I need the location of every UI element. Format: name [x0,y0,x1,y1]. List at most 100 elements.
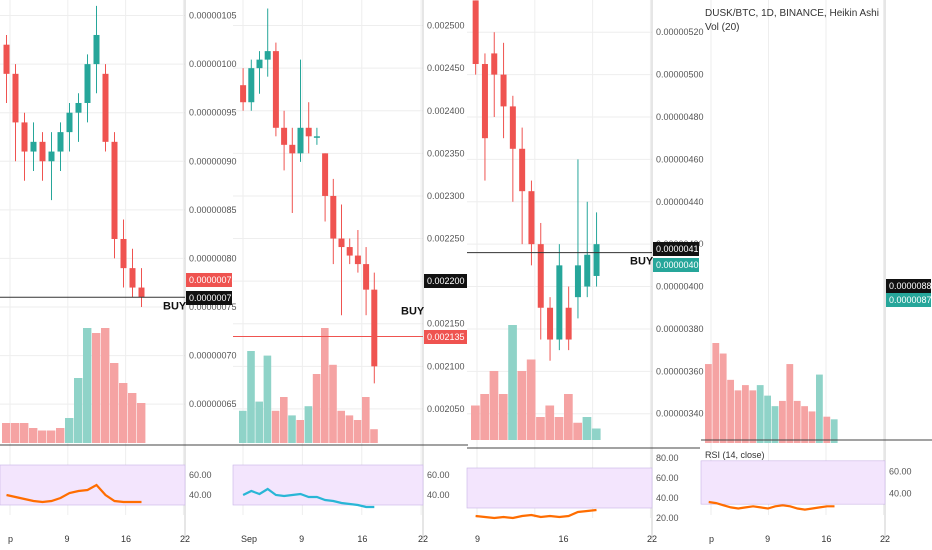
volume-bar [756,385,764,443]
candle-body [240,85,247,103]
buy-price-tag: 0.00000875 [889,295,932,305]
y-tick-label: 0.002300 [427,191,465,201]
candle-body [500,74,507,107]
rsi-line [475,508,597,520]
y-tick-label: 0.00000075 [189,302,237,312]
volume-bar [20,423,29,443]
rsi-band [0,464,186,506]
x-tick-label: 9 [765,534,770,544]
volume-bar [370,429,378,443]
buy-price-tag-bg [424,330,467,344]
y-tick-label: 0.00000065 [189,399,237,409]
volume-bar [779,400,786,443]
y-tick-label: 0.00000440 [656,197,704,207]
volume-bar [712,343,720,443]
rsi-tick-label: 40.00 [656,493,679,503]
candle-body [297,127,304,154]
x-tick-label: 16 [821,534,831,544]
volume-bar [38,430,47,443]
x-tick-label: 22 [647,534,657,544]
buy-marker-label: BUY [630,256,654,268]
candle-body [39,141,46,162]
volume-bar [793,400,801,443]
candle-body [48,151,55,162]
y-tick-label: 0.002400 [427,106,465,116]
volume-bar [727,379,734,443]
rsi-band [700,460,886,505]
rsi-band [466,467,653,509]
y-tick-label: 0.00000480 [656,112,704,122]
volume-bar [498,394,508,440]
volume-bar [247,351,255,443]
candle-body [84,64,91,103]
volume-bar [771,406,779,443]
y-tick-label: 0.00000070 [189,351,237,361]
x-tick-label: 22 [880,534,890,544]
candle-body [593,244,600,276]
buy-price-tag-bg [653,242,699,256]
volume-bar [296,420,304,443]
rsi-line [242,487,375,509]
last-price-tag: 0.00000881 [889,281,932,291]
candle-body [12,73,19,123]
volume-bar [545,405,555,440]
buy-marker-label: BUY [401,306,425,318]
rsi-tick-label: 40.00 [889,488,912,498]
volume-bar [288,415,296,443]
volume-bar [329,364,337,443]
volume-bar [304,406,313,443]
x-tick-label: 9 [64,534,69,544]
volume-bar [764,395,771,443]
y-tick-label: 0.002050 [427,404,465,414]
volume-bar [263,355,272,443]
x-tick-label: 16 [558,534,568,544]
volume-bar [83,328,92,443]
y-tick-label: 0.00000460 [656,154,704,164]
volume-bar [362,397,370,443]
volume-bar [480,394,489,440]
volume-bar [92,333,101,443]
x-tick-label: 9 [299,534,304,544]
candle-body [30,141,37,152]
last-price-tag: 0.00000409 [656,260,704,270]
candle-body [491,53,498,75]
rsi-line [6,483,142,504]
volume-bar [337,410,345,443]
volume-bar [742,385,749,443]
x-tick-label: p [8,534,13,544]
volume-bar [705,364,712,443]
buy-price-tag: 0.00000076 [189,293,237,303]
x-tick-label: 22 [418,534,428,544]
candle-body [584,254,591,287]
chart-panel-2: 0.002500 0.002450 0.002400 0.002350 0.002300… [232,0,468,544]
volume-bar [734,390,742,443]
candle-body [120,238,127,269]
candle-body [272,51,279,128]
volume-bar [11,423,20,443]
buy-price-tag-bg [886,293,931,307]
y-tick-label: 0.002500 [427,21,465,31]
y-tick-label: 0.00000340 [656,409,704,419]
volume-bar [816,374,823,443]
rsi-tick-label: 80.00 [656,453,679,463]
last-price-tag-bg [886,279,931,293]
chart-title: DUSK/BTC, 1D, BINANCE, Heikin Ashi [705,8,879,19]
rsi-tick-label: 20.00 [656,513,679,523]
y-tick-label: 0.00000095 [189,108,237,118]
volume-bar [280,397,288,443]
volume-bar [830,419,838,443]
candle-body [75,102,82,113]
volume-bar [255,401,263,443]
volume-bar [536,417,545,440]
y-tick-label: 0.00000380 [656,324,704,334]
last-price-tag: 0.00000078 [189,275,237,285]
volume-bar [823,416,831,443]
rsi-line [708,500,835,511]
rsi-band [232,464,424,506]
candle-body [111,141,118,239]
buy-price-tag: 0.002135 [427,332,465,342]
candle-body [289,144,296,154]
last-price-tag-bg [424,274,467,288]
chart-panel-3: 0.00000520 0.00000500 0.00000480 0.00000460… [466,0,704,544]
rsi-tick-label: 40.00 [427,490,450,500]
